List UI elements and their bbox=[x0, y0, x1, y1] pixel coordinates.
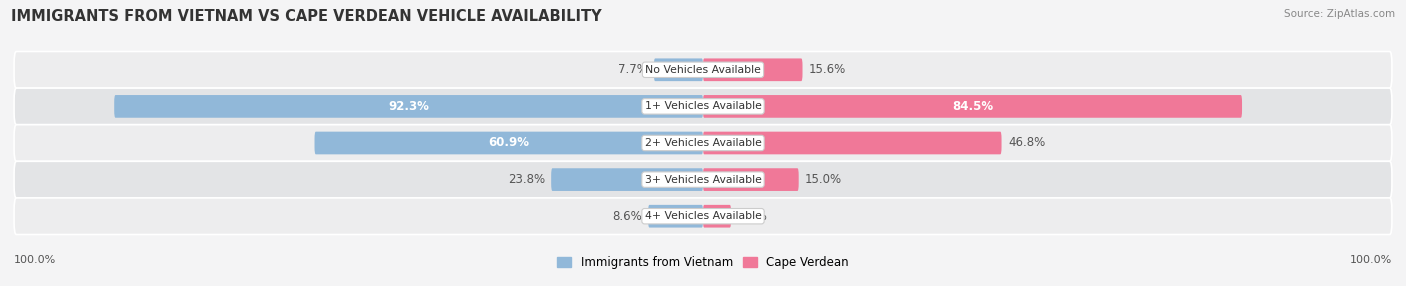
Text: 60.9%: 60.9% bbox=[488, 136, 529, 150]
Text: 4.4%: 4.4% bbox=[738, 210, 768, 223]
FancyBboxPatch shape bbox=[315, 132, 703, 154]
FancyBboxPatch shape bbox=[14, 125, 1392, 161]
Text: 15.6%: 15.6% bbox=[808, 63, 846, 76]
Text: 100.0%: 100.0% bbox=[14, 255, 56, 265]
FancyBboxPatch shape bbox=[14, 51, 1392, 88]
FancyBboxPatch shape bbox=[703, 95, 1241, 118]
Text: 3+ Vehicles Available: 3+ Vehicles Available bbox=[644, 175, 762, 184]
Legend: Immigrants from Vietnam, Cape Verdean: Immigrants from Vietnam, Cape Verdean bbox=[557, 256, 849, 269]
FancyBboxPatch shape bbox=[551, 168, 703, 191]
FancyBboxPatch shape bbox=[114, 95, 703, 118]
Text: 15.0%: 15.0% bbox=[806, 173, 842, 186]
Text: IMMIGRANTS FROM VIETNAM VS CAPE VERDEAN VEHICLE AVAILABILITY: IMMIGRANTS FROM VIETNAM VS CAPE VERDEAN … bbox=[11, 9, 602, 23]
Text: No Vehicles Available: No Vehicles Available bbox=[645, 65, 761, 75]
FancyBboxPatch shape bbox=[703, 205, 731, 228]
Text: 23.8%: 23.8% bbox=[508, 173, 544, 186]
FancyBboxPatch shape bbox=[14, 161, 1392, 198]
Text: 46.8%: 46.8% bbox=[1008, 136, 1045, 150]
FancyBboxPatch shape bbox=[703, 132, 1001, 154]
Text: 1+ Vehicles Available: 1+ Vehicles Available bbox=[644, 102, 762, 111]
Text: 7.7%: 7.7% bbox=[617, 63, 648, 76]
FancyBboxPatch shape bbox=[14, 88, 1392, 125]
Text: 100.0%: 100.0% bbox=[1350, 255, 1392, 265]
FancyBboxPatch shape bbox=[703, 168, 799, 191]
Text: 2+ Vehicles Available: 2+ Vehicles Available bbox=[644, 138, 762, 148]
Text: Source: ZipAtlas.com: Source: ZipAtlas.com bbox=[1284, 9, 1395, 19]
Text: 92.3%: 92.3% bbox=[388, 100, 429, 113]
FancyBboxPatch shape bbox=[654, 58, 703, 81]
Text: 4+ Vehicles Available: 4+ Vehicles Available bbox=[644, 211, 762, 221]
Text: 84.5%: 84.5% bbox=[952, 100, 993, 113]
FancyBboxPatch shape bbox=[703, 58, 803, 81]
FancyBboxPatch shape bbox=[14, 198, 1392, 235]
FancyBboxPatch shape bbox=[648, 205, 703, 228]
Text: 8.6%: 8.6% bbox=[612, 210, 641, 223]
